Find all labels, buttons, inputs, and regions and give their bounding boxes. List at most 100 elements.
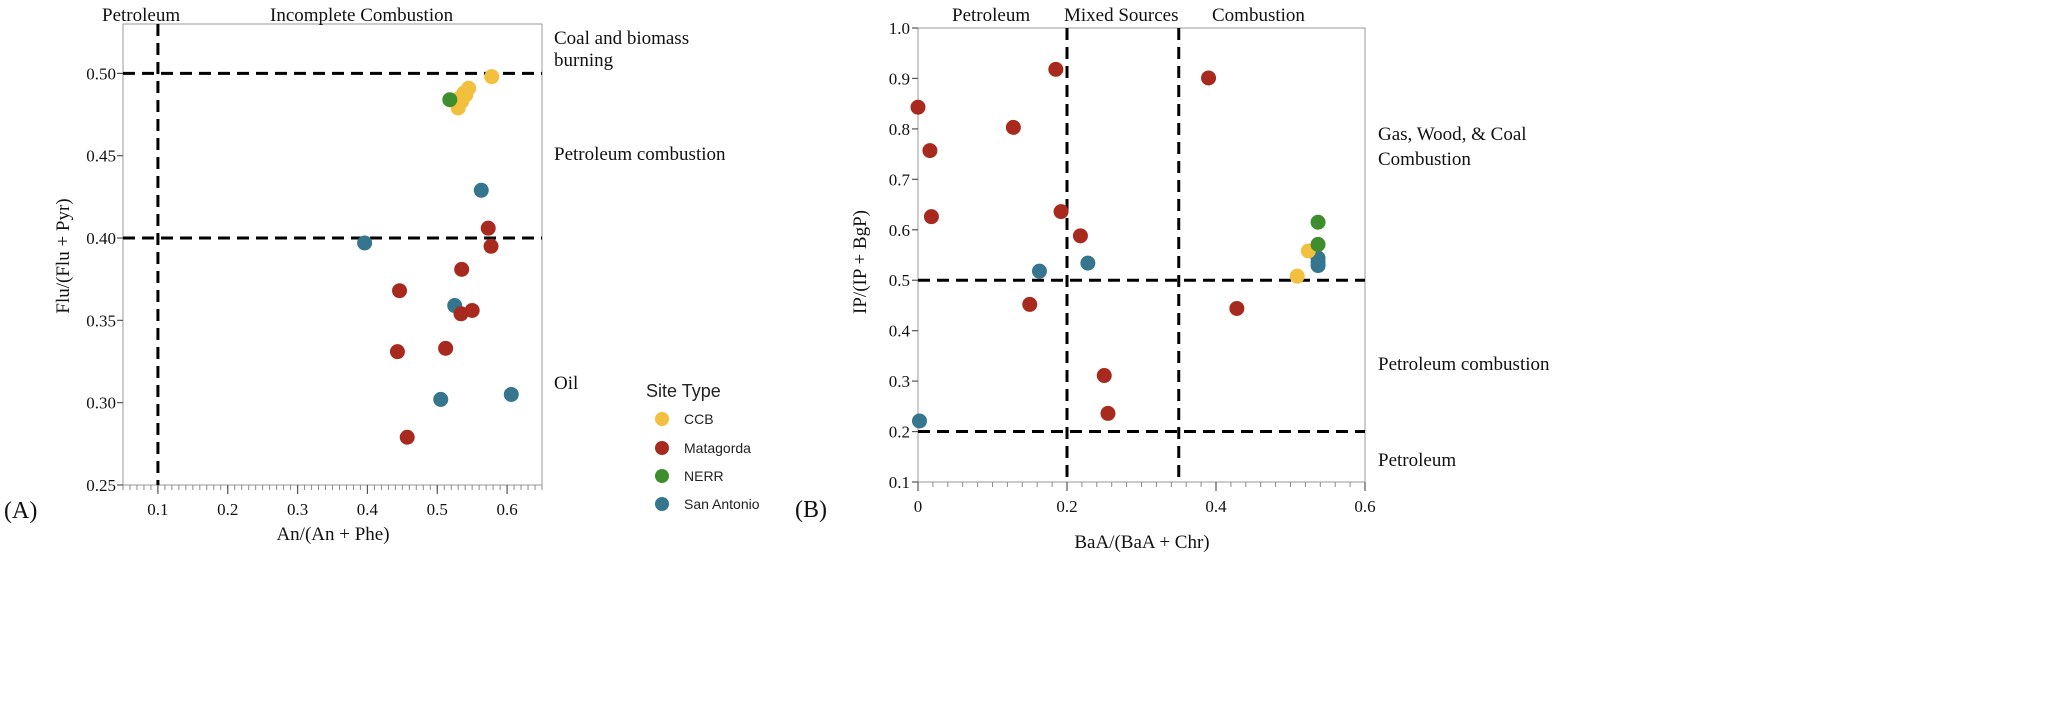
panel-a-x-tick-label: 0.1 <box>147 500 168 519</box>
panel-b-y-tick-label: 1.0 <box>889 19 910 38</box>
panel-b-point-san-antonio <box>911 413 927 429</box>
panel-b-point-nerr <box>1310 236 1326 252</box>
panel-a-point-san-antonio <box>503 386 519 402</box>
panel-b-y-tick-label: 0.2 <box>889 423 910 442</box>
panel-a-x-tick-label: 0.5 <box>427 500 448 519</box>
panel-b-x-tick-label: 0.4 <box>1205 497 1227 516</box>
panel-b-region-petroleum-combustion: Petroleum combustion <box>1378 354 1550 375</box>
panel-a-region-oil: Oil <box>554 373 578 394</box>
panel-b-point-matagorda <box>1072 228 1088 244</box>
panel-b-region-combustion: Combustion <box>1212 5 1305 26</box>
panel-b-point-matagorda <box>1100 405 1116 421</box>
panel-b-point-matagorda <box>1096 368 1112 384</box>
panel-a-x-tick-label: 0.3 <box>287 500 308 519</box>
panel-a-point-ccb <box>484 69 500 85</box>
panel-b-point-matagorda <box>1201 70 1217 86</box>
panel-a-y-axis-label: Flu/(Flu + Pyr) <box>53 198 74 313</box>
legend-label-matagorda: Matagorda <box>684 440 751 456</box>
panel-a-plot-frame <box>122 23 543 486</box>
panel-b-x-axis-label: BaA/(BaA + Chr) <box>1074 532 1209 553</box>
panel-b-point-matagorda <box>1053 204 1069 220</box>
panel-a-label: (A) <box>4 498 37 524</box>
panel-b-point-ccb <box>1289 268 1305 284</box>
panel-a-y-tick-label: 0.50 <box>86 64 116 83</box>
panel-a-point-nerr <box>442 92 458 108</box>
legend-label-ccb: CCB <box>684 411 714 427</box>
panel-a: 0.1 0.2 0.3 0.4 0.5 0.6 0.25 0.30 0.35 0.40 0.45 0.… <box>4 5 726 545</box>
panel-a-point-san-antonio <box>473 182 489 198</box>
panel-b-y-tick-label: 0.7 <box>889 170 911 189</box>
panel-b-y-tick-label: 0.8 <box>889 120 910 139</box>
panel-b-reference-lines <box>918 28 1365 482</box>
panel-a-y-tick-label: 0.35 <box>86 311 116 330</box>
panel-b-y-tick-label: 0.4 <box>889 322 911 341</box>
legend-label-nerr: NERR <box>684 468 724 484</box>
panel-a-point-matagorda <box>483 238 499 254</box>
legend-label-san-antonio: San Antonio <box>684 496 760 512</box>
panel-a-y-tick-label: 0.40 <box>86 229 116 248</box>
panel-a-x-tick-label: 0.6 <box>496 500 517 519</box>
legend-marker-matagorda <box>655 441 669 455</box>
panel-b-point-san-antonio <box>1080 255 1096 271</box>
panel-b-y-axis-label: IP/(IP + BgP) <box>850 210 871 314</box>
panel-b-plot-frame <box>917 27 1366 483</box>
panel-a-point-ccb <box>458 87 474 103</box>
panel-b-y-tick-label: 0.3 <box>889 372 910 391</box>
panel-b-region-petroleum: Petroleum <box>952 5 1030 26</box>
panel-a-x-tick-label: 0.2 <box>217 500 238 519</box>
panel-b-x-tick-label: 0 <box>914 497 923 516</box>
legend-title: Site Type <box>646 381 721 401</box>
panel-a-points <box>357 69 519 445</box>
panel-b-point-matagorda <box>922 143 938 159</box>
panel-b-point-matagorda <box>1048 61 1064 77</box>
panel-b-region-petroleum: Petroleum <box>1378 450 1456 471</box>
panel-b-point-matagorda <box>1229 300 1245 316</box>
panel-b-region-gas-wood-coal-line1: Gas, Wood, & Coal <box>1378 124 1527 145</box>
panel-b: 0 0.2 0.4 0.6 0.1 0.2 0.3 0.4 0.5 0.6 0.7 0.8 0.9 1.0… <box>795 5 1550 553</box>
panel-a-region-incomplete-combustion: Incomplete Combustion <box>270 5 454 26</box>
legend-marker-ccb <box>655 412 669 426</box>
panel-a-x-tick-label: 0.4 <box>357 500 379 519</box>
panel-b-point-matagorda <box>1022 296 1038 312</box>
legend: Site Type CCB Matagorda NERR San Antonio <box>646 381 760 512</box>
panel-a-point-san-antonio <box>357 235 373 251</box>
panel-a-point-matagorda <box>399 429 415 445</box>
panel-b-y-tick-label: 0.6 <box>889 221 910 240</box>
panel-a-y-tick-label: 0.25 <box>86 476 116 495</box>
panel-a-y-tick-label: 0.30 <box>86 394 116 413</box>
panel-a-point-matagorda <box>392 283 408 299</box>
panel-b-point-matagorda <box>1005 119 1021 135</box>
panel-b-point-nerr <box>1310 214 1326 230</box>
panel-a-ticks: 0.1 0.2 0.3 0.4 0.5 0.6 0.25 0.30 0.35 0.40 0.45 0.… <box>86 64 517 519</box>
panel-a-reference-lines <box>123 24 542 485</box>
panel-b-x-tick-label: 0.2 <box>1056 497 1077 516</box>
panel-b-label: (B) <box>795 497 827 523</box>
panel-a-point-matagorda <box>389 344 405 360</box>
panel-b-region-mixed-sources: Mixed Sources <box>1064 5 1179 26</box>
legend-marker-san-antonio <box>655 497 669 511</box>
panel-b-y-tick-label: 0.1 <box>889 473 910 492</box>
panel-a-minor-ticks <box>122 485 543 490</box>
panel-a-y-tick-label: 0.45 <box>86 147 116 166</box>
panel-a-point-matagorda <box>454 261 470 277</box>
panel-a-point-matagorda <box>453 306 469 322</box>
panel-a-region-petroleum-combustion: Petroleum combustion <box>554 144 726 165</box>
panel-b-minor-ticks <box>917 482 1366 487</box>
panel-a-point-matagorda <box>480 220 496 236</box>
panel-a-region-coal-biomass-line2: burning <box>554 50 614 71</box>
panel-a-x-axis-label: An/(An + Phe) <box>276 524 389 545</box>
panel-a-region-petroleum: Petroleum <box>102 5 180 26</box>
panel-b-x-tick-label: 0.6 <box>1354 497 1375 516</box>
panel-b-y-tick-label: 0.9 <box>889 69 910 88</box>
panel-b-region-gas-wood-coal-line2: Combustion <box>1378 149 1471 170</box>
panel-a-point-san-antonio <box>433 391 449 407</box>
panel-b-y-tick-label: 0.5 <box>889 271 910 290</box>
panel-b-point-san-antonio <box>1031 263 1047 279</box>
panel-a-region-coal-biomass-line1: Coal and biomass <box>554 28 689 49</box>
panel-b-point-san-antonio <box>1310 258 1326 274</box>
panel-b-point-matagorda <box>910 99 926 115</box>
panel-b-points <box>910 61 1326 429</box>
legend-marker-nerr <box>655 469 669 483</box>
panel-b-ticks: 0 0.2 0.4 0.6 0.1 0.2 0.3 0.4 0.5 0.6 0.7 0.8 0.9 1.0 <box>889 19 1376 516</box>
